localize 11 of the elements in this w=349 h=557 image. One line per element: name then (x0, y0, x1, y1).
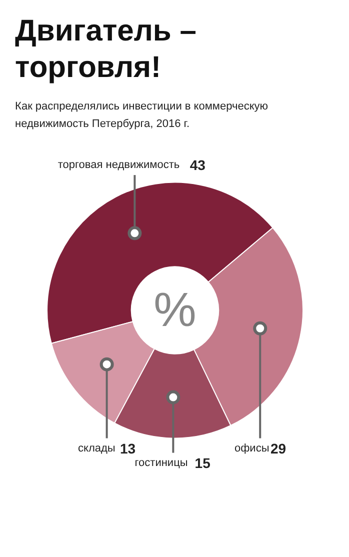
text: % (154, 284, 196, 337)
slice-label: торговая недвижимость (58, 158, 180, 171)
chart-title: Двигатель – торговля! (15, 14, 196, 84)
slice-label: офисы (234, 442, 270, 454)
data-label: 15 (194, 454, 211, 471)
data-label: 43 (190, 156, 206, 173)
chart-subtitle: Как распределялись инвестиции в коммерческую недвижимость Петербурга, 2016 г. (15, 100, 268, 130)
data-label: 13 (120, 440, 136, 456)
slice-label: гостиницы (134, 456, 188, 469)
data-label: 29 (270, 440, 286, 456)
slice-label: склады (78, 442, 116, 454)
